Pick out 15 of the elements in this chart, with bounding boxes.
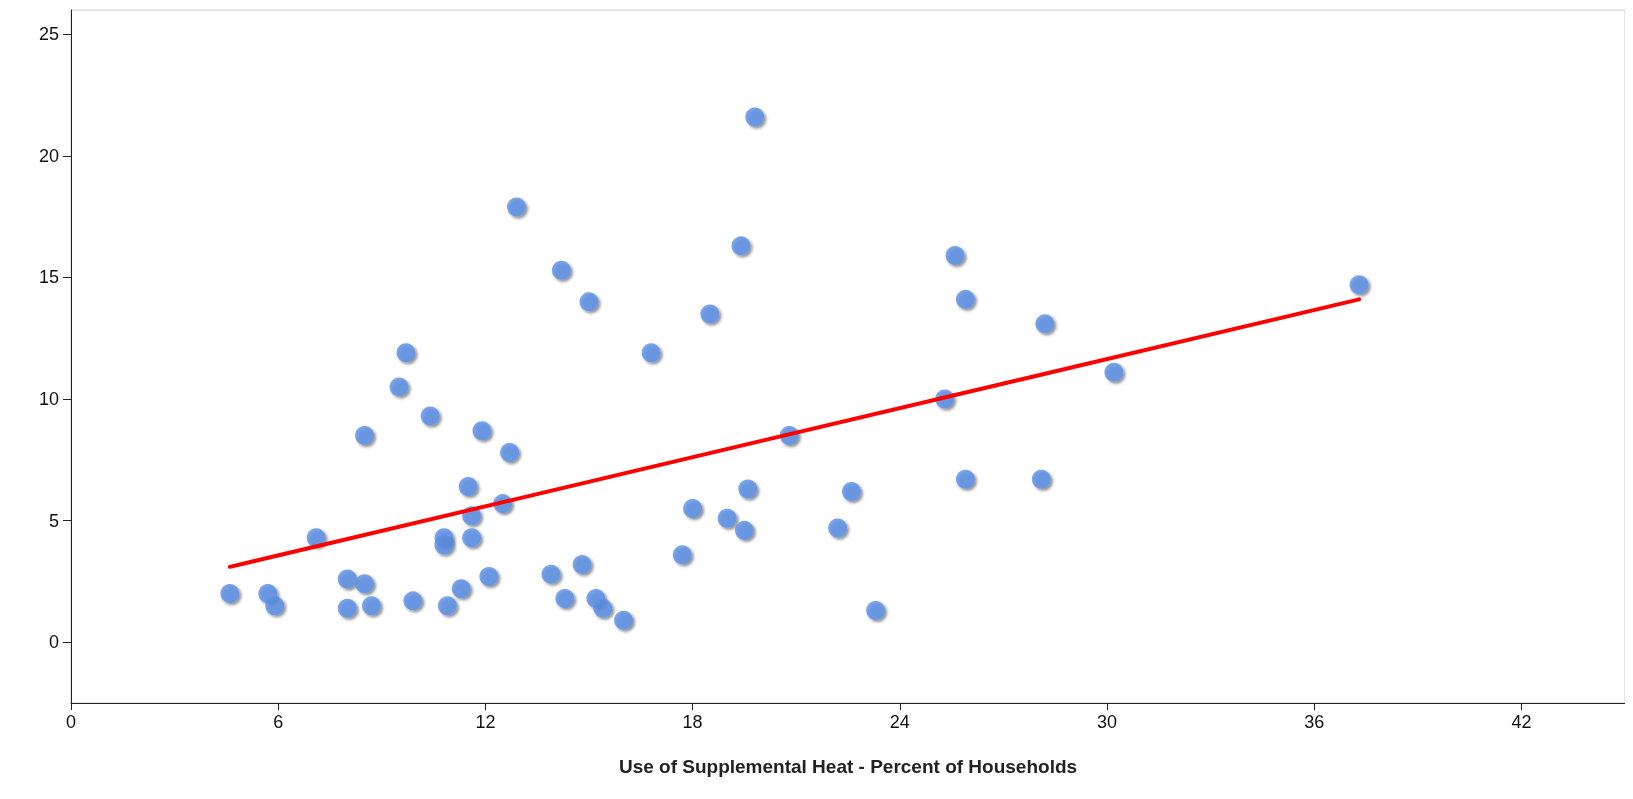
x-tick-label: 0 xyxy=(65,712,77,732)
x-tick-label: 12 xyxy=(475,712,496,732)
y-tick-label: 0 xyxy=(48,632,59,653)
x-tick-label: 6 xyxy=(273,712,284,732)
x-tick-label: 24 xyxy=(889,712,910,732)
x-axis-title: Use of Supplemental Heat - Percent of Households xyxy=(618,756,1078,777)
x-tick-label: 30 xyxy=(1096,712,1118,732)
y-tick-label: 20 xyxy=(38,145,59,166)
x-tick-label: 42 xyxy=(1511,712,1532,732)
x-tick-label: 18 xyxy=(682,712,703,732)
y-tick-label: 10 xyxy=(38,389,59,410)
x-tick-label: 36 xyxy=(1304,712,1325,732)
y-tick-label: 25 xyxy=(38,24,59,45)
y-tick-label: 5 xyxy=(48,510,59,531)
y-tick-label: 15 xyxy=(38,267,59,288)
